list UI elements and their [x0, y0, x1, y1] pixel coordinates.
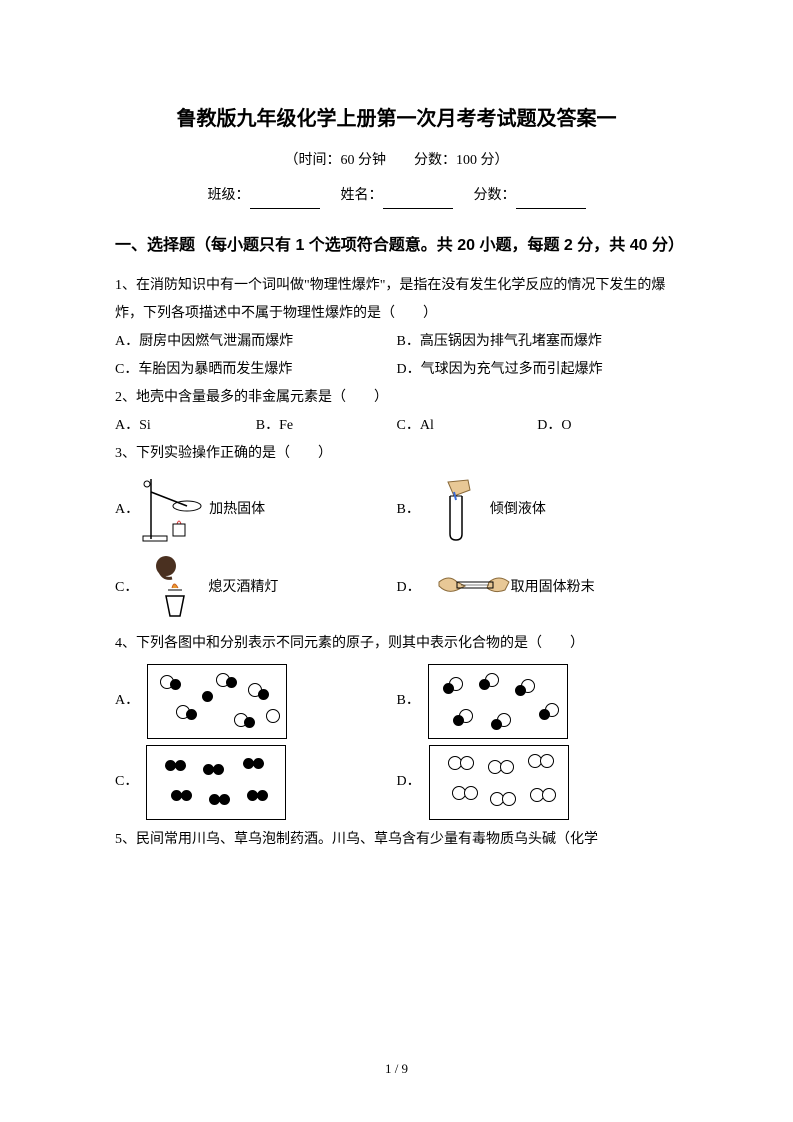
q3-text: 3、下列实验操作正确的是（ ） — [115, 440, 678, 468]
question-4: 4、下列各图中和分别表示不同元素的原子，则其中表示化合物的是（ ） A． B． … — [115, 630, 678, 820]
question-1: 1、在消防知识中有一个词叫做"物理性爆炸"，是指在没有发生化学反应的情况下发生的… — [115, 272, 678, 384]
extinguish-lamp-icon — [138, 552, 208, 624]
class-blank[interactable] — [250, 193, 320, 209]
q4-option-a: A． — [115, 664, 397, 739]
q3-c-caption: 熄灭酒精灯 — [208, 574, 278, 602]
q2-text: 2、地壳中含量最多的非金属元素是（ ） — [115, 384, 678, 412]
subtitle: （时间：60 分钟 分数：100 分） — [115, 148, 678, 175]
q1-text: 1、在消防知识中有一个词叫做"物理性爆炸"，是指在没有发生化学反应的情况下发生的… — [115, 272, 678, 328]
q4-option-d: D． — [397, 745, 679, 820]
q4-diagram-d — [429, 745, 569, 820]
page-number: 1 / 9 — [0, 1057, 793, 1082]
q4-diagram-a — [147, 664, 287, 739]
q1-option-c: C．车胎因为暴晒而发生爆炸 — [115, 356, 397, 384]
pouring-liquid-icon — [420, 474, 490, 546]
score-blank[interactable] — [516, 193, 586, 209]
q3-b-caption: 倾倒液体 — [490, 496, 546, 524]
q4-option-c: C． — [115, 745, 397, 820]
q1-option-b: B．高压锅因为排气孔堵塞而爆炸 — [397, 328, 679, 356]
q3-c-label: C． — [115, 574, 138, 602]
q3-a-label: A． — [115, 496, 139, 524]
name-label: 姓名： — [341, 188, 383, 203]
info-row: 班级： 姓名： 分数： — [115, 183, 678, 210]
q4-c-label: C． — [115, 768, 138, 796]
q4-diagram-b — [428, 664, 568, 739]
q3-option-b: B． 倾倒液体 — [397, 474, 679, 546]
q3-d-caption: 取用固体粉末 — [511, 574, 595, 602]
q2-option-b: B．Fe — [256, 412, 397, 440]
q4-d-label: D． — [397, 768, 421, 796]
class-label: 班级： — [208, 188, 250, 203]
q3-option-d: D． 取用固体粉末 — [397, 552, 679, 624]
name-blank[interactable] — [383, 193, 453, 209]
q4-text: 4、下列各图中和分别表示不同元素的原子，则其中表示化合物的是（ ） — [115, 630, 678, 658]
q5-text: 5、民间常用川乌、草乌泡制药酒。川乌、草乌含有少量有毒物质乌头碱（化学 — [115, 826, 678, 854]
question-3: 3、下列实验操作正确的是（ ） A． 加热固体 B． 倾倒液 — [115, 440, 678, 624]
q3-d-label: D． — [397, 574, 421, 602]
question-5: 5、民间常用川乌、草乌泡制药酒。川乌、草乌含有少量有毒物质乌头碱（化学 — [115, 826, 678, 854]
q3-option-a: A． 加热固体 — [115, 474, 397, 546]
q4-diagram-c — [146, 745, 286, 820]
heating-solid-icon — [139, 474, 209, 546]
q2-option-d: D．O — [537, 412, 678, 440]
q2-option-c: C．Al — [397, 412, 538, 440]
scoop-powder-icon — [421, 552, 511, 624]
section-header: 一、选择题（每小题只有 1 个选项符合题意。共 20 小题，每题 2 分，共 4… — [115, 227, 678, 265]
q4-a-label: A． — [115, 687, 139, 715]
q4-b-label: B． — [397, 687, 420, 715]
q3-a-caption: 加热固体 — [209, 496, 265, 524]
question-2: 2、地壳中含量最多的非金属元素是（ ） A．Si B．Fe C．Al D．O — [115, 384, 678, 440]
q1-option-d: D．气球因为充气过多而引起爆炸 — [397, 356, 679, 384]
q2-option-a: A．Si — [115, 412, 256, 440]
q3-option-c: C． 熄灭酒精灯 — [115, 552, 397, 624]
page-title: 鲁教版九年级化学上册第一次月考考试题及答案一 — [115, 100, 678, 138]
q4-option-b: B． — [397, 664, 679, 739]
score-label: 分数： — [474, 188, 516, 203]
q1-option-a: A．厨房中因燃气泄漏而爆炸 — [115, 328, 397, 356]
q3-b-label: B． — [397, 496, 420, 524]
